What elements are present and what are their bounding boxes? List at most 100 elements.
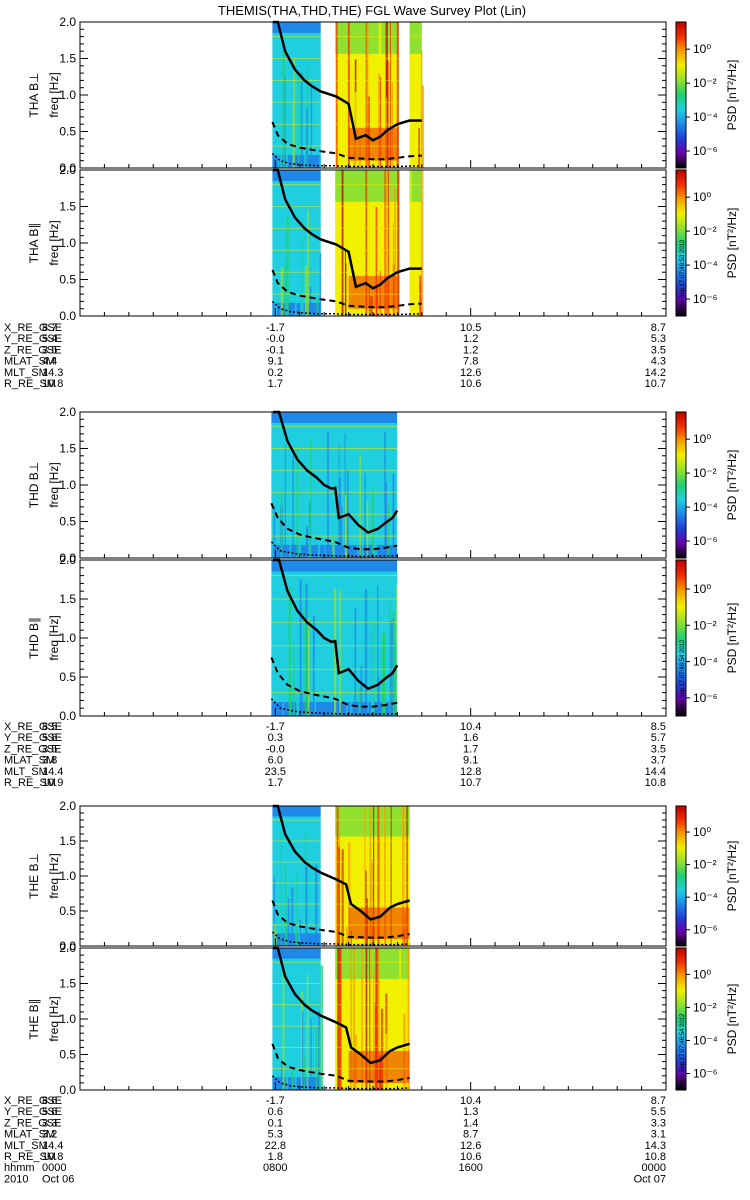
spectrogram-streak	[364, 589, 368, 716]
colorbar-tick-label: 10⁻⁴	[693, 500, 718, 514]
probe-the: 2.0 1.5 1.0 0.5 0.0 THE B⊥ freq [Hz] 10⁰ 10⁻² 10⁻…	[4, 799, 739, 1185]
spectrogram-streak	[296, 447, 299, 558]
probe-thd: 2.0 1.5 1.0 0.5 0.0 THD B⊥ freq [Hz] 10⁰ 10⁻² 10⁻…	[4, 405, 739, 789]
spectrogram-streak	[298, 920, 301, 946]
spectrogram-streak	[308, 527, 311, 558]
spectrogram-streak	[293, 642, 295, 716]
lower-frequency-line	[270, 698, 398, 716]
spectrogram-band	[272, 906, 321, 917]
colorbar-tick-label: 10⁻²	[693, 76, 717, 90]
colorbar: 10⁰ 10⁻² 10⁻⁴ 10⁻⁶ PSD [nT²/Hz]	[675, 805, 739, 947]
spectrogram-streak	[361, 456, 364, 558]
spectrogram-band	[272, 968, 321, 979]
ephemeris-label: hhmm	[4, 1162, 35, 1174]
ephemeris-label: X_RE_GSE	[4, 322, 62, 334]
y-tick-label: 1.0	[59, 236, 76, 250]
colorbar: 10⁰ 10⁻² 10⁻⁴ 10⁻⁶ PSD [nT²/Hz] Mon Sep 17 07…	[675, 947, 739, 1091]
ephemeris-value: 6.0	[268, 755, 283, 767]
y-tick-label: 0.0	[59, 309, 76, 323]
spectrogram-band	[271, 582, 398, 594]
spectrogram-band	[335, 1008, 410, 1020]
spectrogram-band	[272, 211, 321, 223]
spectrogram-band	[335, 968, 410, 979]
spectrogram-streak	[306, 108, 308, 168]
spectrogram-streak	[338, 847, 340, 946]
panel-label: THD B∥	[27, 617, 41, 659]
spectrogram-streak	[272, 876, 274, 946]
gyrofrequency-line	[272, 410, 399, 534]
spectrogram-band	[272, 806, 321, 817]
spectrogram-streak	[387, 502, 390, 558]
y-tick-label: 1.0	[59, 631, 76, 645]
ephemeris-value: 10.6	[460, 1151, 481, 1163]
gyrofrequency-line	[272, 946, 410, 1065]
spectrogram-streak	[309, 286, 312, 316]
ephemeris-value: -0.0	[266, 743, 285, 755]
colorbar: 10⁰ 10⁻² 10⁻⁴ 10⁻⁶ PSD [nT²/Hz] Mon Sep 17 07…	[675, 559, 739, 717]
spectrogram-streak	[304, 1055, 306, 1090]
colorbar-tick-label: 10⁻⁴	[693, 890, 718, 904]
spectrogram-streak	[274, 254, 277, 316]
spectrogram-streak	[318, 1011, 320, 1090]
ephemeris-value: 12.8	[460, 766, 481, 778]
ephemeris-label: MLT_SM	[4, 766, 48, 778]
spectrogram-streak	[301, 236, 303, 316]
ephemeris-value: 5.8	[42, 732, 57, 744]
ephemeris-value: 5.3	[651, 333, 666, 345]
y-tick-label: 1.0	[59, 88, 76, 102]
spectrogram-streak	[394, 642, 397, 716]
probe-tha: 2.0 1.5 1.0 0.5 0.0 THA B⊥ freq [Hz] 10⁰ 10⁻² 10⁻…	[4, 15, 739, 390]
spectrogram-streak	[358, 687, 361, 716]
spectrogram-streak	[350, 646, 353, 716]
spectrogram-band	[409, 190, 422, 202]
spectrogram-band	[272, 95, 321, 106]
spectrogram-streak	[394, 188, 397, 316]
spectrogram-streak	[353, 948, 355, 1090]
spectrogram-streak	[291, 887, 294, 946]
timestamp-stamp: Mon Sep 17 07:46:53 2012	[680, 239, 686, 312]
end-date-label: Oct 07	[634, 1173, 666, 1185]
ephemeris-value: 5.5	[651, 1106, 666, 1118]
spectrogram-band	[272, 998, 321, 1010]
spectrogram-streak	[310, 1018, 312, 1090]
spectrogram-band	[272, 988, 321, 1000]
spectrogram-block	[272, 806, 321, 947]
spectrogram-streak	[384, 170, 386, 316]
y-tick-label: 1.0	[59, 869, 76, 883]
wave-band	[348, 127, 399, 161]
spectrogram-streak	[338, 445, 340, 558]
y-tick-label: 1.0	[59, 478, 76, 492]
colorbar-tick-label: 10⁻⁴	[693, 258, 718, 272]
spectrogram-streak	[345, 926, 348, 946]
spectrogram-band	[272, 826, 321, 837]
spectrogram-streak	[341, 849, 344, 946]
spectrogram-streak	[337, 948, 340, 1090]
spectrogram-band	[272, 74, 321, 85]
spectrogram-streak	[289, 506, 292, 558]
ephemeris-value: 14.4	[42, 1140, 63, 1152]
ephemeris-value: 1.2	[463, 344, 478, 356]
y-tick-label: 0.0	[59, 551, 76, 565]
spectrogram-streak	[378, 76, 382, 168]
colorbar: 10⁰ 10⁻² 10⁻⁴ 10⁻⁶ PSD [nT²/Hz]	[675, 411, 739, 559]
y-tick-label: 0.5	[59, 904, 76, 918]
ephemeris-value: 3.5	[42, 743, 57, 755]
spectrogram-streak	[285, 919, 288, 946]
spectrogram-streak	[359, 454, 361, 558]
spectrogram-streak	[344, 249, 346, 316]
spectrogram-band	[272, 846, 321, 857]
ephemeris-value: 9.1	[268, 356, 283, 368]
spectrogram-band	[271, 571, 398, 583]
spectrogram-streak	[369, 806, 372, 946]
spectrogram-band	[409, 243, 422, 254]
spectrogram-streak	[377, 948, 380, 1090]
spectrogram-band	[409, 284, 422, 296]
spectrogram-streak	[284, 75, 286, 168]
spectrogram-band	[335, 1019, 410, 1030]
spectrogram-band	[409, 180, 422, 192]
ephemeris-value: 14.2	[645, 367, 666, 379]
ephemeris-label: MLT_SM	[4, 367, 48, 379]
